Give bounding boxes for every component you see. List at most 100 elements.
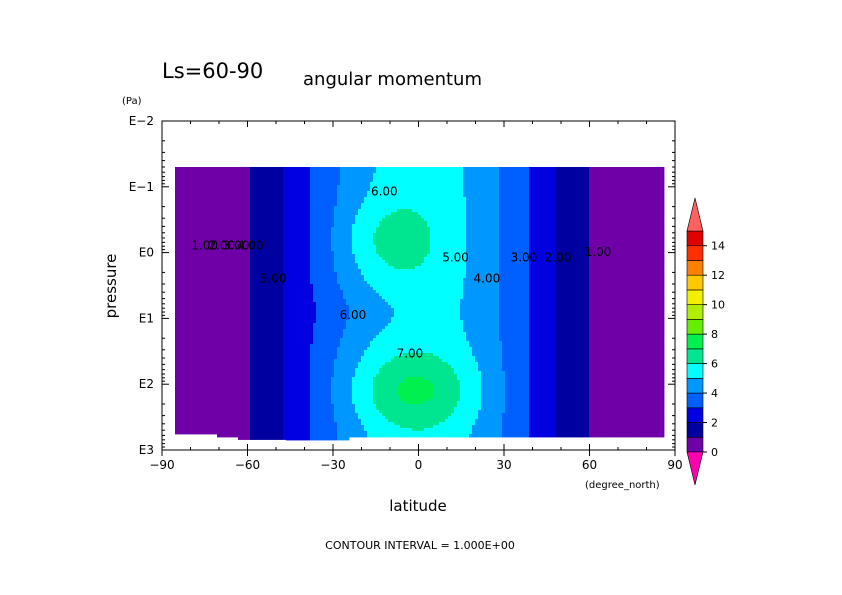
contour-cell — [256, 212, 260, 216]
contour-cell — [316, 251, 320, 255]
contour-cell — [325, 176, 329, 180]
contour-cell — [610, 227, 614, 231]
contour-cell — [310, 182, 314, 186]
contour-cell — [373, 212, 377, 216]
contour-cell — [298, 242, 302, 246]
contour-cell — [352, 230, 356, 234]
contour-cell — [214, 227, 218, 231]
contour-cell — [358, 233, 362, 237]
contour-cell — [529, 248, 533, 252]
contour-cell — [562, 185, 566, 189]
contour-cell — [445, 230, 449, 234]
contour-cell — [433, 254, 437, 258]
contour-cell — [541, 224, 545, 228]
contour-cell — [655, 209, 659, 213]
contour-cell — [229, 239, 233, 243]
contour-cell — [565, 173, 569, 177]
contour-cell — [616, 182, 620, 186]
contour-cell — [556, 191, 560, 195]
contour-cell — [496, 218, 500, 222]
contour-cell — [295, 227, 299, 231]
contour-cell — [592, 245, 596, 249]
contour-cell — [424, 197, 428, 201]
contour-cell — [235, 239, 239, 243]
contour-cell — [262, 245, 266, 249]
contour-cell — [301, 233, 305, 237]
contour-cell — [418, 188, 422, 192]
contour-cell — [493, 167, 497, 171]
contour-cell — [259, 239, 263, 243]
contour-cell — [568, 203, 572, 207]
contour-cell — [532, 245, 536, 249]
contour-cell — [409, 230, 413, 234]
contour-cell — [400, 227, 404, 231]
contour-cell — [433, 239, 437, 243]
contour-cell — [391, 200, 395, 204]
contour-cell — [283, 170, 287, 174]
contour-cell — [478, 167, 482, 171]
contour-cell — [238, 176, 242, 180]
contour-cell — [598, 242, 602, 246]
contour-cell — [394, 170, 398, 174]
contour-cell — [325, 218, 329, 222]
contour-cell — [349, 188, 353, 192]
contour-cell — [367, 242, 371, 246]
contour-cell — [196, 176, 200, 180]
contour-cell — [481, 179, 485, 183]
contour-cell — [190, 182, 194, 186]
contour-cell — [538, 248, 542, 252]
contour-cell — [436, 221, 440, 225]
contour-cell — [619, 176, 623, 180]
contour-cell — [532, 254, 536, 258]
contour-cell — [184, 170, 188, 174]
contour-cell — [322, 182, 326, 186]
contour-cell — [454, 206, 458, 210]
contour-cell — [196, 194, 200, 198]
contour-cell — [559, 242, 563, 246]
contour-cell — [547, 215, 551, 219]
contour-cell — [454, 230, 458, 234]
contour-cell — [187, 242, 191, 246]
contour-cell — [631, 221, 635, 225]
contour-cell — [355, 245, 359, 249]
contour-cell — [541, 221, 545, 225]
contour-cell — [262, 173, 266, 177]
contour-cell — [646, 218, 650, 222]
contour-cell — [178, 170, 182, 174]
contour-cell — [250, 185, 254, 189]
contour-cell — [214, 212, 218, 216]
contour-cell — [475, 200, 479, 204]
contour-cell — [568, 212, 572, 216]
contour-cell — [211, 236, 215, 240]
contour-cell — [505, 236, 509, 240]
contour-cell — [373, 191, 377, 195]
contour-cell — [613, 200, 617, 204]
contour-cell — [310, 191, 314, 195]
contour-cell — [382, 239, 386, 243]
contour-cell — [373, 200, 377, 204]
contour-cell — [487, 251, 491, 255]
contour-cell — [511, 242, 515, 246]
contour-cell — [316, 206, 320, 210]
contour-cell — [292, 257, 296, 261]
contour-cell — [229, 224, 233, 228]
contour-cell — [265, 185, 269, 189]
contour-cell — [355, 170, 359, 174]
contour-cell — [424, 227, 428, 231]
contour-cell — [316, 197, 320, 201]
contour-cell — [601, 200, 605, 204]
contour-cell — [415, 182, 419, 186]
contour-cell — [232, 206, 236, 210]
contour-cell — [358, 221, 362, 225]
contour-cell — [511, 191, 515, 195]
contour-cell — [334, 191, 338, 195]
contour-cell — [448, 257, 452, 261]
contour-cell — [382, 167, 386, 171]
contour-cell — [631, 200, 635, 204]
contour-cell — [658, 221, 662, 225]
contour-cell — [625, 167, 629, 171]
contour-cell — [382, 224, 386, 228]
contour-cell — [283, 224, 287, 228]
contour-cell — [301, 197, 305, 201]
contour-cell — [625, 224, 629, 228]
